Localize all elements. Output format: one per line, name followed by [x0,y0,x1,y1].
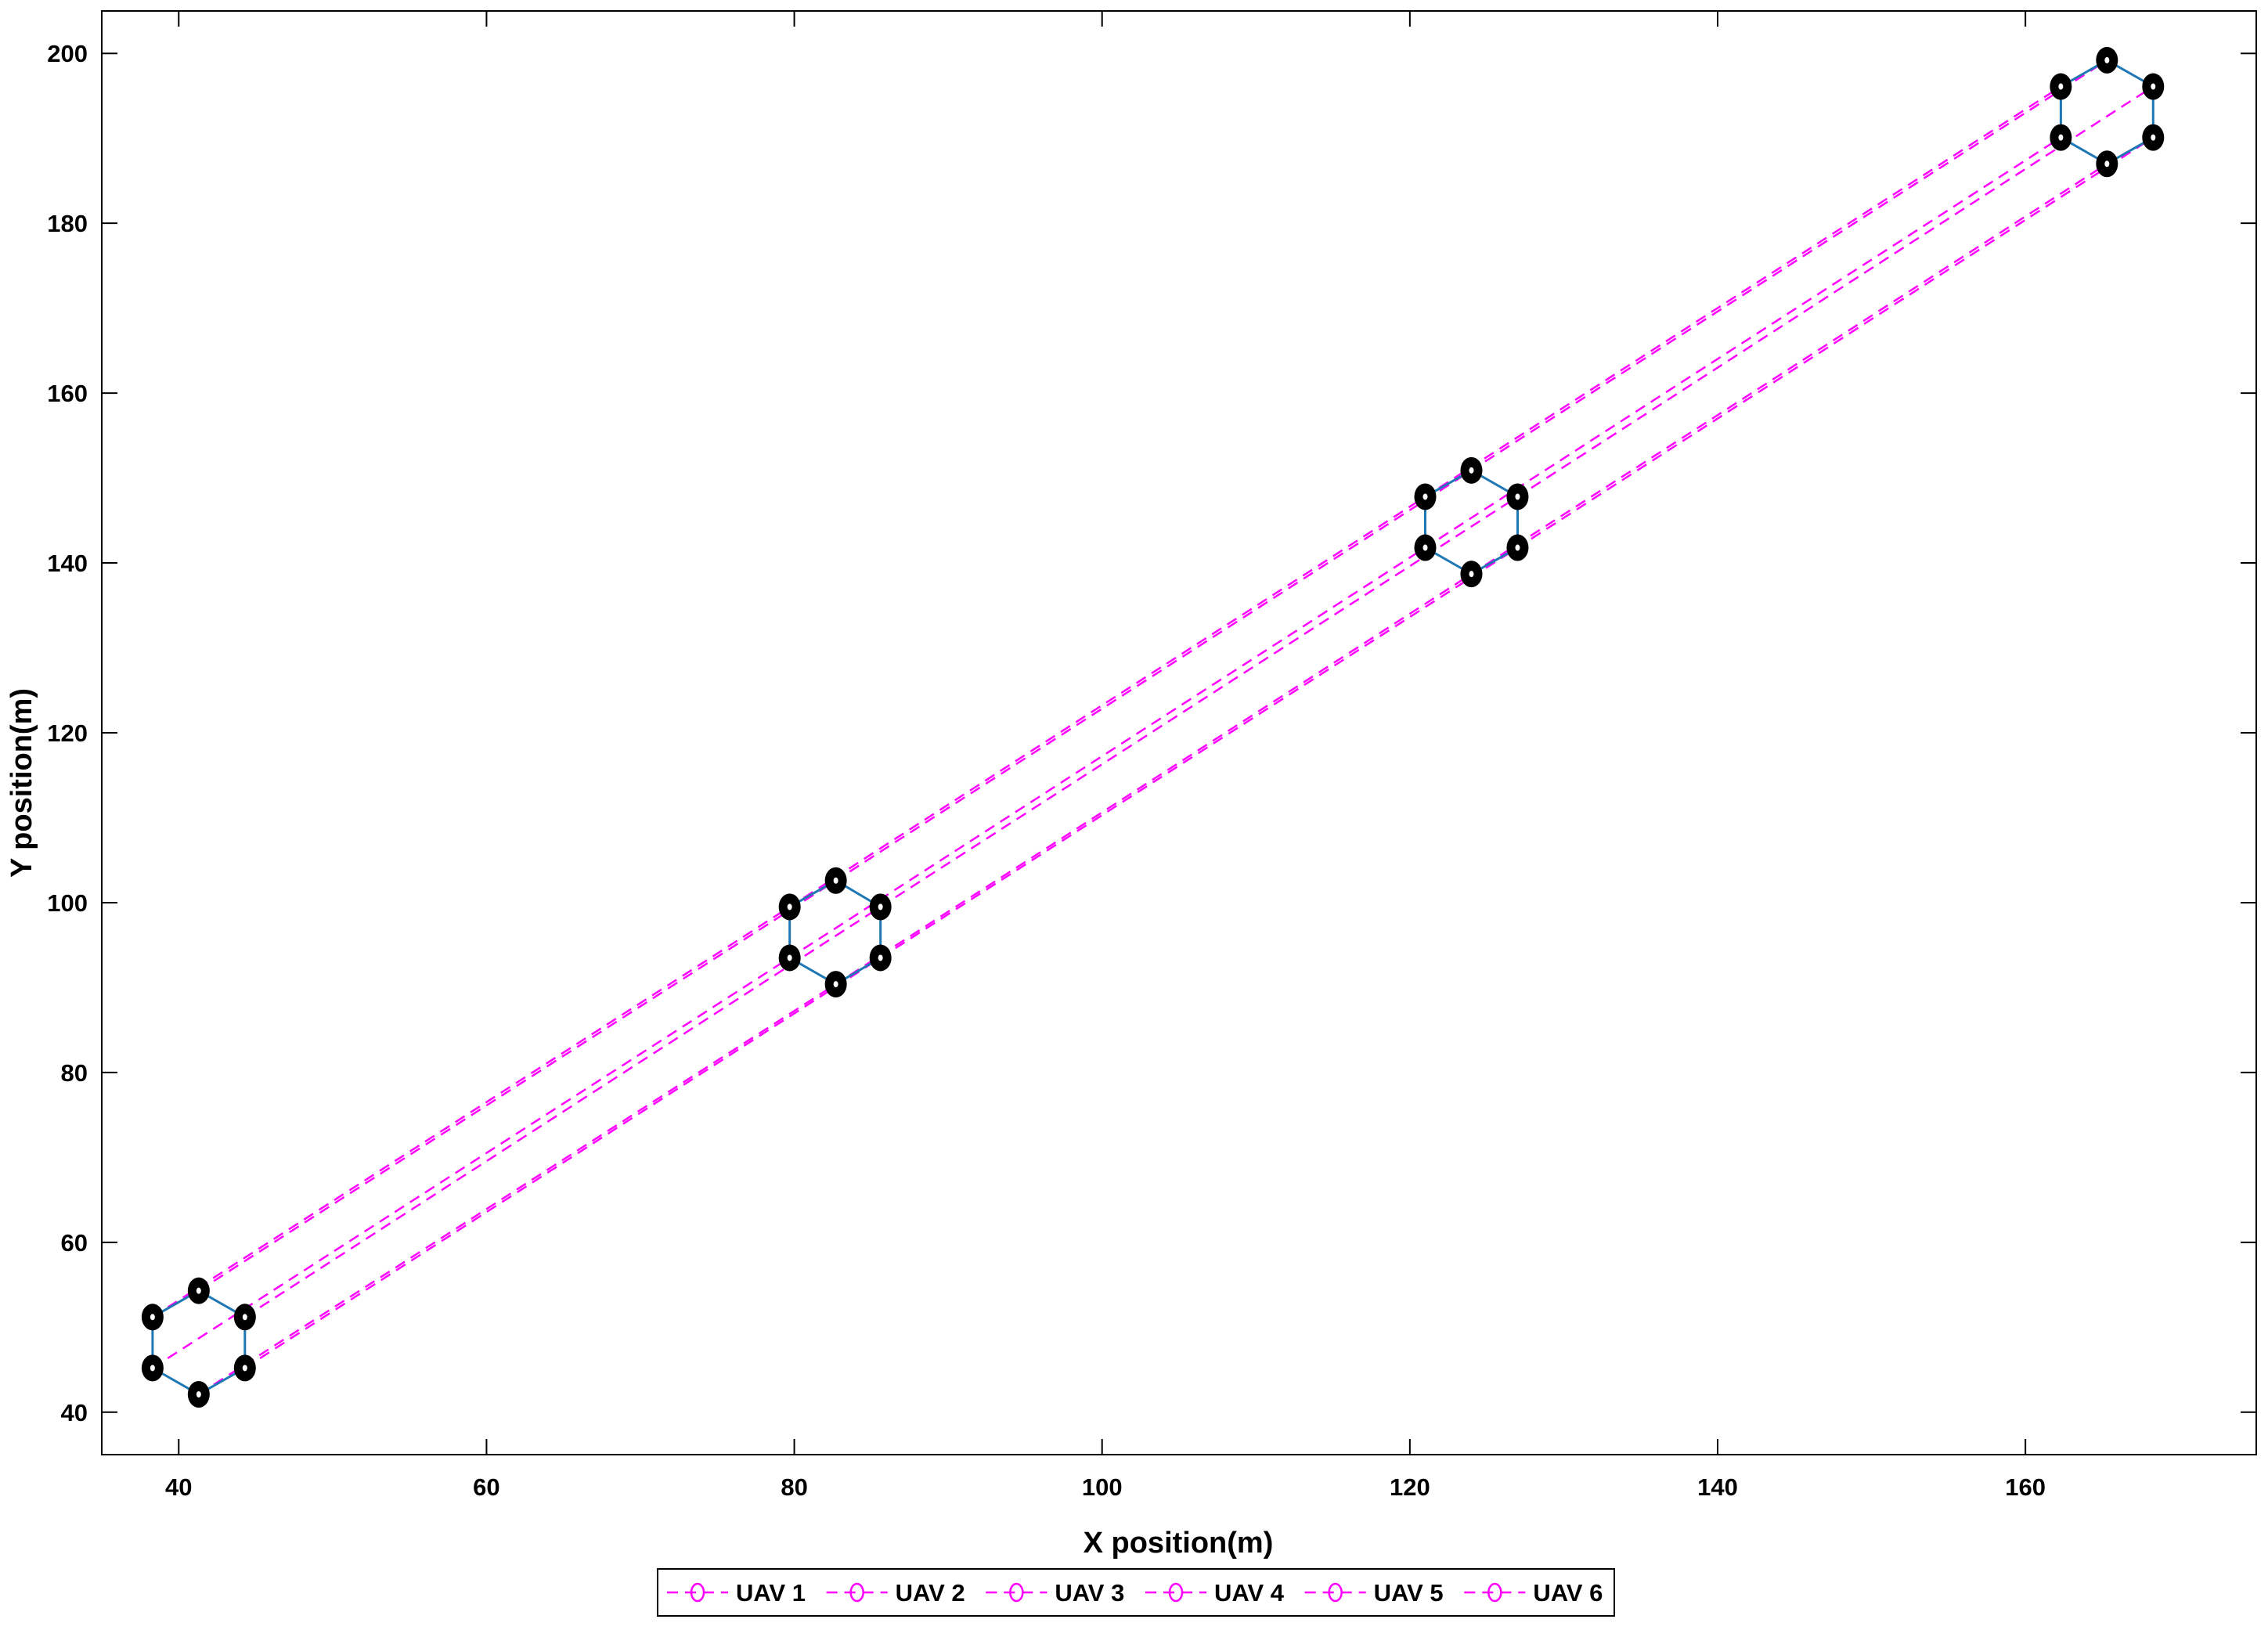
uav-marker [2096,46,2118,74]
uav-marker [2050,73,2072,100]
uav-marker-center [150,1365,155,1372]
uav-marker [2096,150,2118,178]
uav-marker [824,867,847,894]
uav-marker-center [242,1365,247,1372]
uav-marker [869,893,892,921]
legend-marker [1168,1582,1184,1603]
uav-marker [1414,483,1437,510]
uav-marker [1460,456,1483,484]
y-tick-label: 160 [47,380,88,407]
trajectory-line-uav-1 [198,59,2108,1292]
x-tick-label: 100 [1082,1473,1123,1501]
y-tick-label: 180 [47,210,88,237]
axes: 40 60 80 100 120 140 160 40 60 80 100 120 140 160 180 2… [47,10,2257,1501]
uav-marker [778,893,801,921]
legend: UAV 1 UAV 2 UAV 3 UAV 4 UAV 5 UAV 6 [657,1568,1615,1617]
uav-marker [2050,124,2072,151]
trajectory-line-uav-5 [152,136,2062,1369]
uav-marker-center [150,1314,155,1321]
legend-marker [1487,1582,1502,1603]
uav-marker-center [878,954,883,961]
uav-marker-center [2058,134,2064,141]
uav-marker-center [1422,544,1428,551]
y-tick-label: 80 [61,1059,88,1087]
uav-marker [869,944,892,972]
uav-marker-center [833,981,838,988]
uav-marker [1414,534,1437,561]
uav-marker [824,971,847,998]
trajectory-line-uav-4 [198,163,2108,1396]
legend-box [657,1568,1615,1617]
formation-link-1 [151,1289,247,1396]
uav-marker [141,1354,164,1382]
uav-marker-center [1515,493,1520,500]
uav-marker [187,1277,210,1304]
x-tick-label: 40 [165,1473,192,1501]
y-tick-label: 100 [47,889,88,917]
plot-area [141,46,2165,1408]
trajectory-line-uav-2 [244,85,2154,1318]
uav-marker-center [2151,134,2156,141]
y-tick-label: 200 [47,40,88,67]
uav-marker-center [1422,493,1428,500]
uav-marker [1506,534,1529,561]
uav-marker-center [2151,83,2156,90]
legend-label: UAV 4 [1214,1579,1285,1607]
uav-marker-center [242,1314,247,1321]
uav-marker-center [1515,544,1520,551]
uav-marker [233,1354,256,1382]
x-tick-label: 120 [1390,1473,1430,1501]
legend-marker [849,1582,864,1603]
y-tick-label: 40 [61,1399,88,1426]
legend-marker [1009,1582,1024,1603]
uav-marker [2142,73,2165,100]
x-tick-label: 140 [1697,1473,1738,1501]
uav-marker-center [787,903,792,911]
uav-marker-center [878,903,883,911]
y-tick-label: 60 [61,1229,88,1257]
uav-marker-center [2058,83,2064,90]
uav-marker-center [2104,56,2110,63]
uav-marker-center [2104,160,2110,168]
legend-label: UAV 3 [1055,1579,1124,1607]
legend-label: UAV 2 [896,1579,965,1607]
x-axis-title: X position(m) [1084,1527,1274,1560]
y-tick-label: 120 [47,719,88,747]
uav-marker [1506,483,1529,510]
trajectory-line-uav-6 [152,85,2062,1318]
formation-link-3 [1424,469,1519,575]
y-tick-label: 140 [47,550,88,577]
uav-marker [778,944,801,972]
x-tick-label: 80 [781,1473,807,1501]
uav-marker-center [196,1390,201,1397]
uav-marker [141,1304,164,1331]
uav-marker [1460,561,1483,588]
uav-marker-center [1469,571,1474,578]
uav-marker [233,1304,256,1331]
uav-marker-center [196,1287,201,1294]
formation-link-4 [2059,59,2154,165]
legend-label: UAV 5 [1374,1579,1444,1607]
legend-label: UAV 6 [1533,1579,1603,1607]
y-axis-title: Y position(m) [5,688,38,878]
trajectory-line-uav-3 [244,136,2154,1369]
uav-marker-center [1469,467,1474,474]
legend-marker [690,1582,705,1603]
uav-marker [2142,124,2165,151]
uav-marker [187,1380,210,1408]
legend-label: UAV 1 [736,1579,806,1607]
legend-marker [1328,1582,1343,1603]
x-tick-label: 60 [473,1473,499,1501]
uav-marker-center [833,877,838,884]
uav-marker-center [787,954,792,961]
x-tick-label: 160 [2005,1473,2046,1501]
formation-link-2 [788,878,882,986]
